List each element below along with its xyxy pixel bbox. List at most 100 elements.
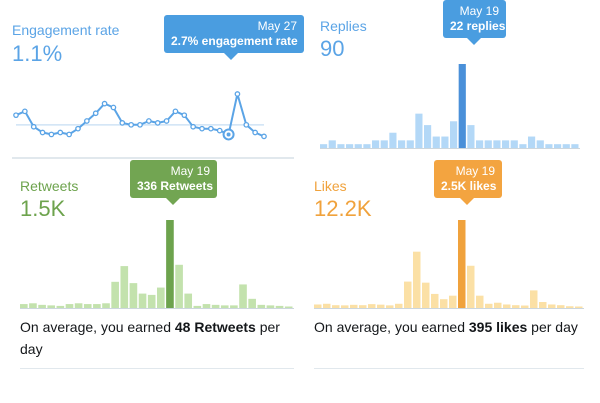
bar bbox=[441, 136, 449, 148]
bar bbox=[129, 283, 138, 308]
data-point bbox=[243, 121, 250, 128]
bar bbox=[93, 304, 101, 308]
bar bbox=[539, 302, 547, 308]
bar bbox=[406, 140, 414, 148]
bar bbox=[432, 136, 440, 148]
data-point bbox=[137, 121, 143, 128]
divider bbox=[314, 368, 584, 369]
bar bbox=[138, 293, 147, 308]
bar bbox=[503, 304, 511, 308]
bar bbox=[239, 284, 247, 308]
engagement-tooltip-text: 2.7% engagement rate bbox=[171, 34, 298, 48]
bar bbox=[266, 305, 275, 308]
highlighted-point-center bbox=[226, 132, 231, 137]
bar bbox=[363, 144, 371, 148]
bar bbox=[346, 144, 354, 148]
likes-tooltip-date: May 19 bbox=[455, 164, 495, 178]
bar bbox=[102, 303, 110, 308]
bar bbox=[545, 144, 553, 148]
bar bbox=[368, 304, 376, 308]
replies-value: 90 bbox=[320, 36, 345, 61]
data-point bbox=[92, 110, 99, 117]
bar bbox=[323, 303, 331, 308]
bar bbox=[65, 304, 74, 308]
avg-suffix: per day bbox=[527, 319, 578, 335]
data-point bbox=[30, 123, 37, 130]
bar bbox=[494, 302, 502, 308]
bar bbox=[557, 305, 565, 308]
bar bbox=[521, 305, 529, 308]
bar bbox=[220, 305, 229, 308]
avg-value: 395 likes bbox=[468, 319, 528, 335]
data-point bbox=[101, 100, 108, 107]
tooltip-arrow bbox=[166, 198, 180, 205]
likes-tooltip-text: 2.5K likes bbox=[441, 179, 497, 193]
data-point bbox=[163, 118, 170, 124]
data-point bbox=[75, 125, 81, 132]
bar bbox=[485, 303, 493, 308]
avg-suffix: per day bbox=[20, 319, 280, 357]
data-point bbox=[22, 108, 28, 115]
bar bbox=[415, 113, 423, 148]
bar bbox=[389, 132, 397, 148]
divider bbox=[20, 368, 294, 369]
retweets-tooltip-text: 336 Retweets bbox=[137, 179, 214, 193]
replies-tooltip-text: 22 replies bbox=[450, 19, 506, 33]
data-point bbox=[216, 127, 223, 134]
bar bbox=[111, 281, 119, 308]
engagement-tooltip-date: May 27 bbox=[257, 19, 297, 33]
data-point bbox=[119, 120, 126, 126]
bar bbox=[536, 140, 544, 148]
bar bbox=[354, 144, 362, 148]
bar bbox=[47, 305, 56, 308]
bar bbox=[528, 136, 536, 148]
bar bbox=[548, 304, 556, 308]
bar bbox=[566, 306, 574, 308]
retweets-tooltip-date: May 19 bbox=[170, 164, 210, 178]
data-point bbox=[57, 129, 64, 136]
engagement-tooltip: May 27 2.7% engagement rate bbox=[164, 15, 304, 60]
data-point bbox=[234, 91, 241, 97]
avg-prefix: On average, you earned bbox=[20, 319, 175, 335]
replies-tooltip-date: May 19 bbox=[459, 4, 499, 18]
bar bbox=[74, 303, 83, 308]
data-point bbox=[261, 133, 267, 140]
bar bbox=[184, 293, 193, 308]
bar bbox=[257, 304, 266, 308]
bar bbox=[404, 281, 412, 308]
engagement-rate-label: Engagement rate bbox=[12, 22, 120, 38]
bar bbox=[450, 121, 458, 148]
replies-tooltip: May 19 22 replies bbox=[443, 0, 506, 45]
replies-bar-chart bbox=[320, 64, 580, 149]
bar bbox=[202, 304, 211, 308]
tooltip-arrow bbox=[467, 38, 481, 45]
bar bbox=[467, 125, 475, 148]
data-point bbox=[154, 120, 161, 126]
data-point bbox=[252, 129, 258, 136]
likes-bar-chart bbox=[314, 220, 584, 309]
retweets-bar-chart bbox=[20, 220, 294, 309]
data-point bbox=[199, 125, 205, 132]
bar bbox=[332, 305, 340, 308]
highlighted-bar bbox=[458, 64, 466, 148]
retweets-tooltip: May 19 336 Retweets bbox=[130, 160, 217, 205]
bar bbox=[467, 265, 475, 308]
bar bbox=[530, 290, 538, 308]
retweets-average-text: On average, you earned 48 Retweets per d… bbox=[20, 316, 296, 360]
bar bbox=[440, 299, 448, 308]
bar bbox=[350, 304, 358, 308]
bar bbox=[284, 306, 293, 308]
bar bbox=[320, 144, 328, 148]
likes-average-text: On average, you earned 395 likes per day bbox=[314, 316, 584, 338]
bar bbox=[413, 251, 421, 308]
bar bbox=[380, 140, 388, 148]
highlighted-bar bbox=[166, 220, 174, 308]
engagement-rate-value: 1.1% bbox=[12, 41, 63, 66]
data-point bbox=[172, 108, 179, 115]
bar bbox=[493, 140, 501, 148]
bar bbox=[476, 295, 484, 308]
retweets-label: Retweets bbox=[20, 178, 79, 194]
bar bbox=[484, 140, 492, 148]
data-point bbox=[84, 118, 90, 124]
bar bbox=[476, 140, 484, 148]
